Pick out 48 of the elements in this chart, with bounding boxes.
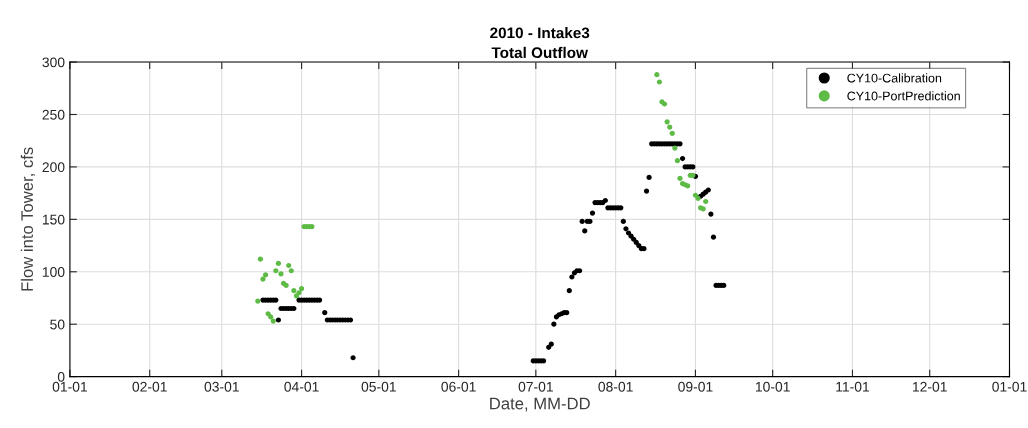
point xyxy=(669,130,675,136)
y-tick-label: 250 xyxy=(42,109,65,120)
point xyxy=(257,256,263,262)
point xyxy=(674,158,681,164)
point xyxy=(275,260,282,266)
y-tick-label: 0 xyxy=(57,371,65,382)
point xyxy=(273,268,279,274)
x-tick-label: 12-01 xyxy=(912,381,947,392)
point xyxy=(298,285,305,292)
x-axis-title: Date, MM-DD xyxy=(490,397,590,412)
chart-title: 2010 - Intake3 Total Outflow xyxy=(490,27,590,59)
point xyxy=(270,318,276,324)
y-axis-title: Flow into Tower, cfs xyxy=(20,147,35,291)
point xyxy=(672,145,678,151)
x-tick-label: 01-01 xyxy=(52,381,87,392)
legend-label: CY10-PortPrediction xyxy=(847,91,960,101)
y-tick-label: 50 xyxy=(50,319,65,330)
y-tick-label: 200 xyxy=(42,162,65,173)
point xyxy=(654,72,660,78)
point xyxy=(288,268,294,274)
point xyxy=(255,298,261,304)
point xyxy=(293,293,300,299)
point xyxy=(656,79,662,85)
point xyxy=(703,198,709,205)
x-tick-label: 08-01 xyxy=(598,381,633,392)
point xyxy=(260,276,266,282)
point xyxy=(291,288,297,294)
x-tick-label: 05-01 xyxy=(361,381,396,392)
x-tick-label: 01-01 xyxy=(992,381,1027,392)
point xyxy=(667,124,673,130)
x-tick-label: 02-01 xyxy=(132,381,167,392)
x-tick-label: 04-01 xyxy=(284,381,319,392)
point xyxy=(677,175,683,182)
y-tick-label: 150 xyxy=(42,214,65,225)
legend-label: CY10-Calibration xyxy=(847,73,942,83)
point xyxy=(278,271,284,277)
x-tick-label: 03-01 xyxy=(204,381,239,392)
point xyxy=(296,290,302,296)
x-tick-label: 07-01 xyxy=(518,381,553,392)
x-tick-label: 09-01 xyxy=(678,381,713,392)
x-tick-label: 11-01 xyxy=(836,381,870,392)
x-tick-label: 10-01 xyxy=(755,381,790,392)
point xyxy=(262,272,269,278)
y-tick-label: 100 xyxy=(42,267,65,277)
point xyxy=(664,119,670,125)
x-tick-label: 06-01 xyxy=(441,381,476,392)
y-tick-label: 300 xyxy=(42,57,65,68)
point xyxy=(286,262,292,269)
